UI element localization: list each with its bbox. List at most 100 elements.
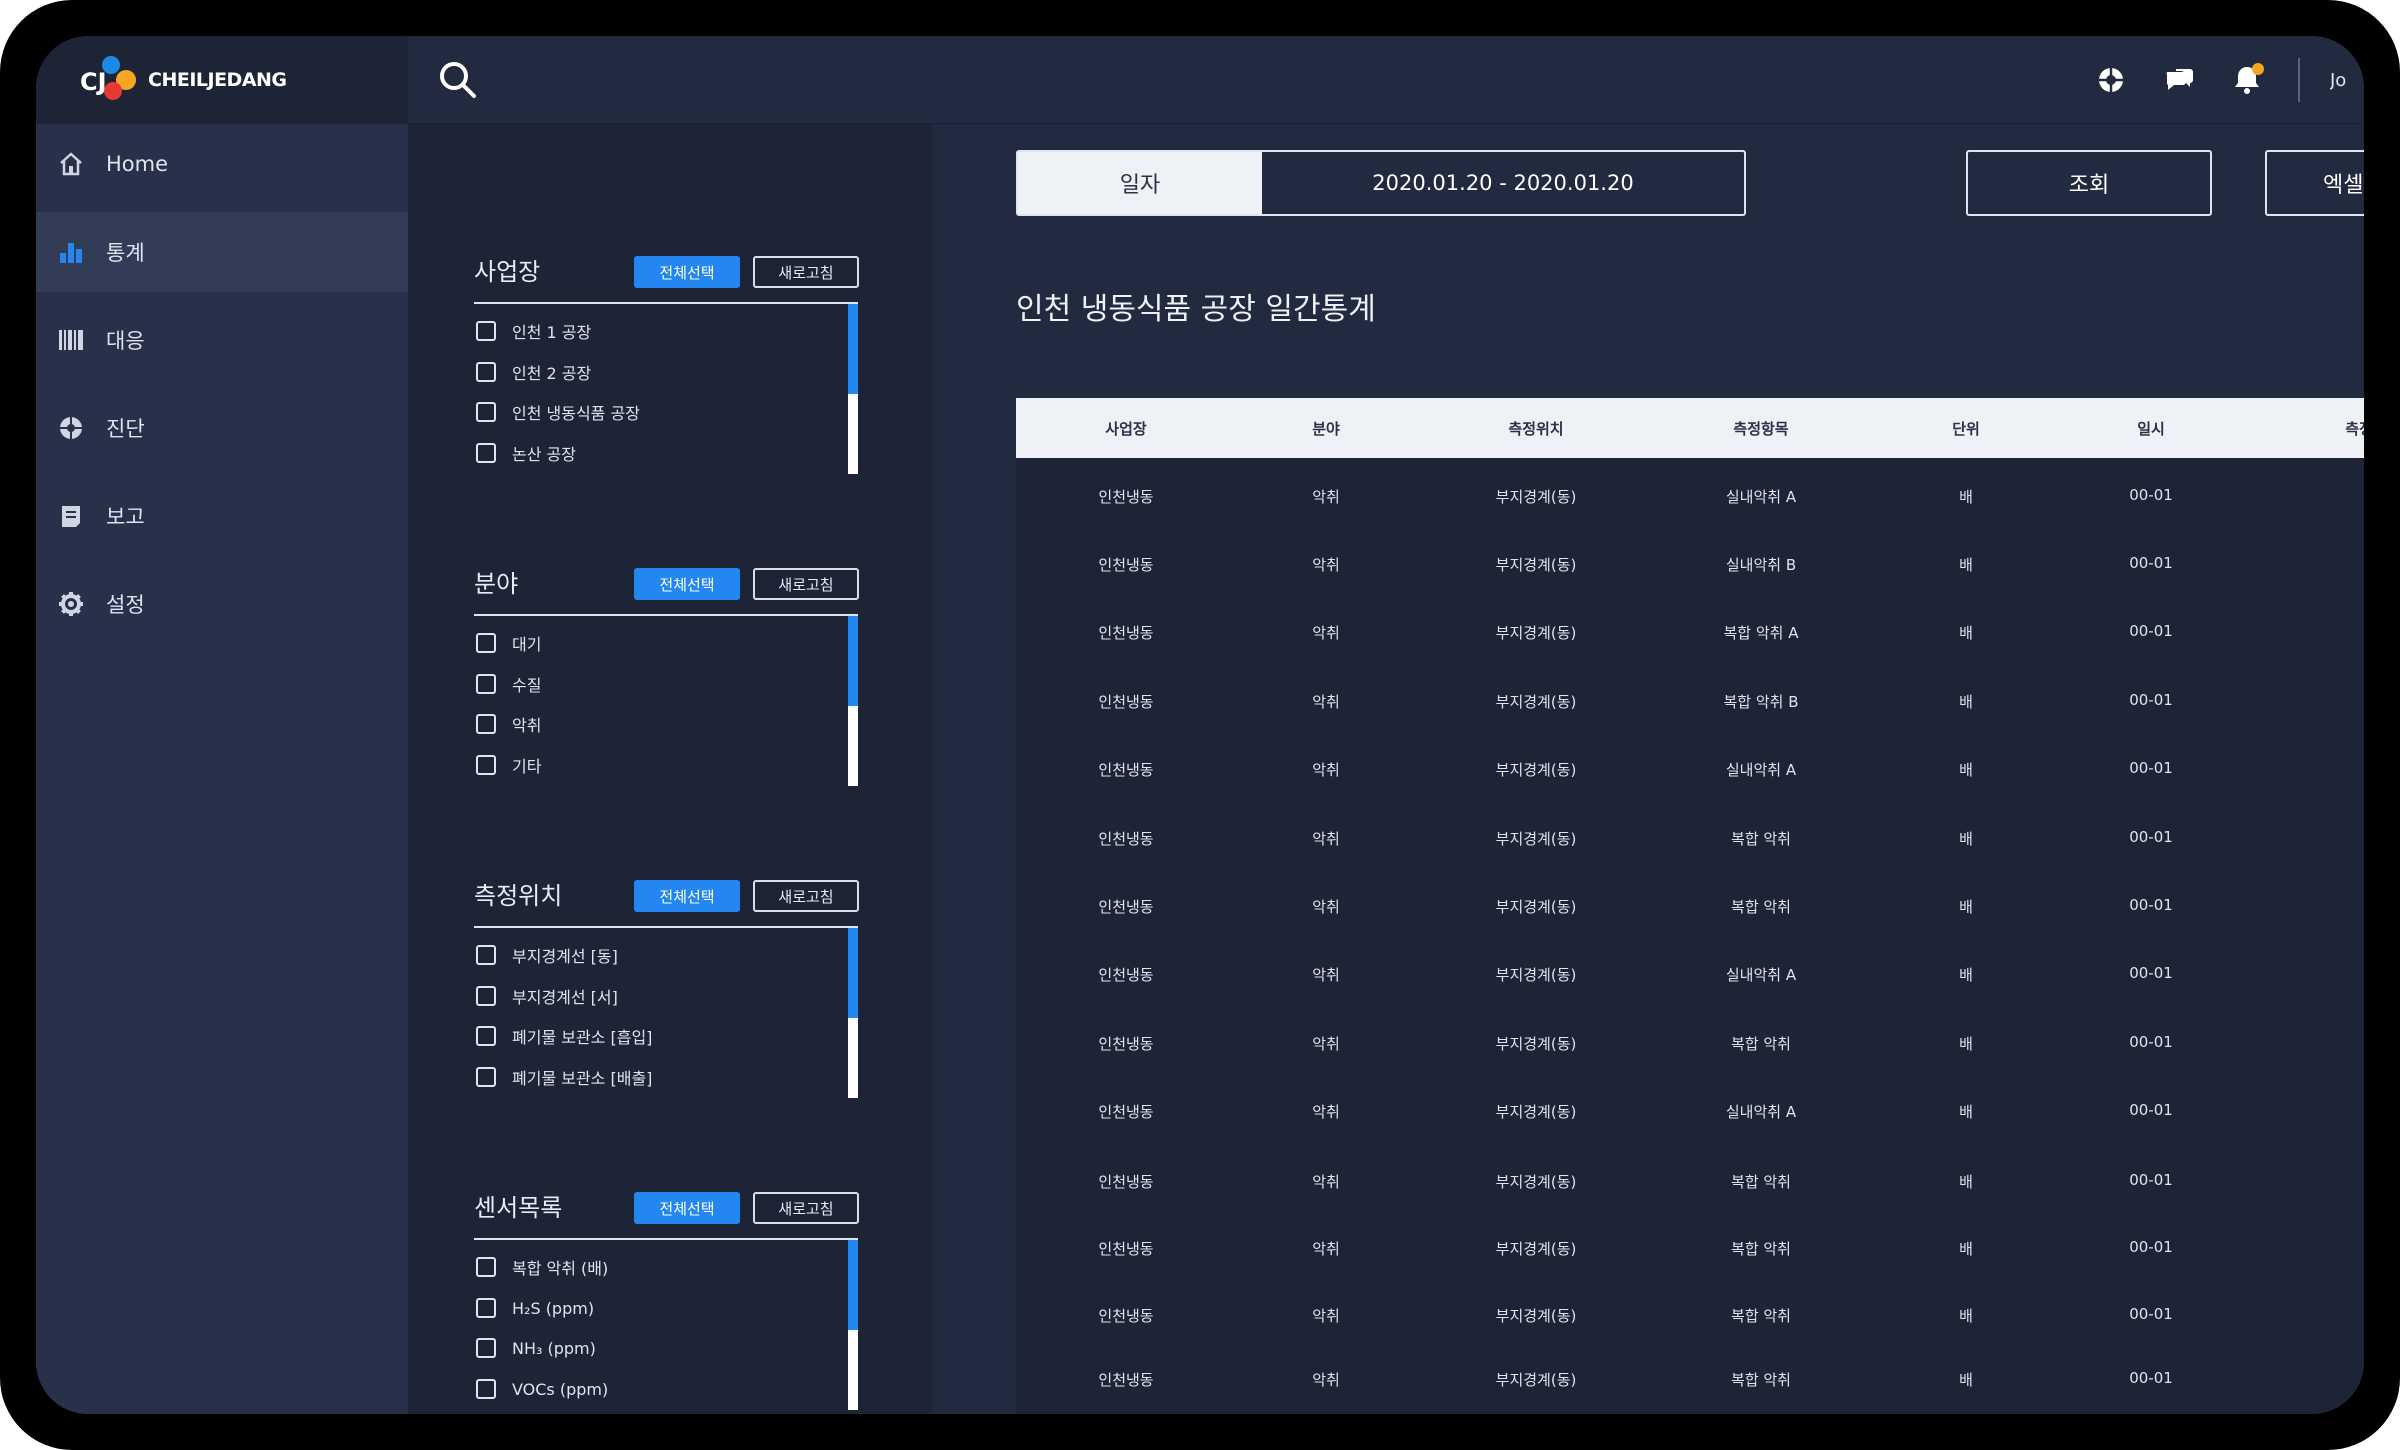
- table-cell: 악취: [1312, 761, 1340, 779]
- filter-option[interactable]: 복합 악취 (배): [476, 1252, 608, 1282]
- logo-dot-orange: [116, 70, 136, 90]
- table-row[interactable]: 인천냉동 악취 부지경계(동) 실내악취 A 배 00-01: [1016, 1097, 2364, 1127]
- user-name[interactable]: Jo: [2330, 69, 2347, 91]
- checkbox[interactable]: [476, 1298, 496, 1318]
- filter-option[interactable]: 수질: [476, 669, 541, 699]
- scroll-thumb[interactable]: [848, 616, 858, 706]
- table-row[interactable]: 인천냉동 악취 부지경계(동) 복합 악취 배 00-01: [1016, 1234, 2364, 1264]
- table-cell: 부지경계(동): [1495, 1173, 1577, 1191]
- checkbox[interactable]: [476, 986, 496, 1006]
- table-cell: 악취: [1312, 488, 1340, 506]
- sidebar-item-report[interactable]: 보고: [36, 476, 408, 556]
- refresh-button[interactable]: 새로고침: [753, 880, 859, 912]
- column-header[interactable]: 사업장: [1105, 420, 1147, 438]
- table-row[interactable]: 인천냉동 악취 부지경계(동) 복합 악취 배 00-01: [1016, 1301, 2364, 1331]
- checkbox[interactable]: [476, 1067, 496, 1087]
- filter-option[interactable]: 악취: [476, 709, 541, 739]
- column-header[interactable]: 분야: [1312, 420, 1340, 438]
- checkbox[interactable]: [476, 755, 496, 775]
- excel-export-button[interactable]: 엑셀: [2265, 150, 2364, 216]
- table-cell: 부지경계(동): [1495, 1307, 1577, 1325]
- sidebar-item-home[interactable]: Home: [36, 124, 408, 204]
- chat-icon[interactable]: [2162, 63, 2196, 97]
- checkbox[interactable]: [476, 1338, 496, 1358]
- filter-option[interactable]: NH₃ (ppm): [476, 1333, 596, 1363]
- select-all-button[interactable]: 전체선택: [634, 880, 740, 912]
- filter-option[interactable]: 폐기물 보관소 [배출]: [476, 1062, 652, 1092]
- checkbox[interactable]: [476, 633, 496, 653]
- checkbox[interactable]: [476, 402, 496, 422]
- table-row[interactable]: 인천냉동 악취 부지경계(동) 복합 악취 배 00-01: [1016, 1365, 2364, 1395]
- filter-scrollbar[interactable]: [848, 616, 858, 786]
- date-range-picker[interactable]: 일자 2020.01.20 - 2020.01.20: [1016, 150, 1746, 216]
- table-cell: 배: [1959, 1240, 1973, 1258]
- query-button[interactable]: 조회: [1966, 150, 2212, 216]
- filter-scrollbar[interactable]: [848, 1240, 858, 1410]
- select-all-button[interactable]: 전체선택: [634, 256, 740, 288]
- table-cell: 인천냉동: [1098, 898, 1154, 916]
- column-header[interactable]: 측정항목: [1733, 420, 1789, 438]
- table-row[interactable]: 인천냉동 악취 부지경계(동) 복합 악취 A 배 00-01: [1016, 618, 2364, 648]
- table-row[interactable]: 인천냉동 악취 부지경계(동) 실내악취 A 배 00-01: [1016, 960, 2364, 990]
- sidebar-item-diagnosis[interactable]: 진단: [36, 388, 408, 468]
- date-range-value[interactable]: 2020.01.20 - 2020.01.20: [1372, 171, 1634, 195]
- filter-option[interactable]: VOCs (ppm): [476, 1374, 608, 1404]
- filter-scrollbar[interactable]: [848, 304, 858, 474]
- filter-option[interactable]: 인천 냉동식품 공장: [476, 397, 640, 427]
- table-cell: 00-01: [2129, 1369, 2173, 1387]
- table-row[interactable]: 인천냉동 악취 부지경계(동) 실내악취 A 배 00-01: [1016, 482, 2364, 512]
- sidebar-item-response[interactable]: 대응: [36, 300, 408, 380]
- scroll-thumb[interactable]: [848, 304, 858, 394]
- table-row[interactable]: 인천냉동 악취 부지경계(동) 복합 악취 배 00-01: [1016, 1029, 2364, 1059]
- filter-option[interactable]: 논산 공장: [476, 438, 576, 468]
- search-icon[interactable]: [434, 56, 482, 104]
- filter-scrollbar[interactable]: [848, 928, 858, 1098]
- column-header[interactable]: 일시: [2137, 420, 2165, 438]
- filter-option[interactable]: 폐기물 보관소 [흡입]: [476, 1021, 652, 1051]
- brand-logo[interactable]: CJ CHEILJEDANG: [36, 36, 408, 124]
- refresh-button[interactable]: 새로고침: [753, 1192, 859, 1224]
- checkbox[interactable]: [476, 945, 496, 965]
- checkbox[interactable]: [476, 1026, 496, 1046]
- column-header[interactable]: 측정값: [2345, 420, 2364, 438]
- table-cell: 부지경계(동): [1495, 1103, 1577, 1121]
- column-header[interactable]: 단위: [1952, 420, 1980, 438]
- sidebar-item-statistics[interactable]: 통계: [36, 212, 408, 292]
- table-row[interactable]: 인천냉동 악취 부지경계(동) 실내악취 A 배 00-01: [1016, 755, 2364, 785]
- refresh-button[interactable]: 새로고침: [753, 568, 859, 600]
- filter-option[interactable]: H₂S (ppm): [476, 1293, 594, 1323]
- notification-button[interactable]: [2230, 63, 2264, 97]
- filter-option[interactable]: 부지경계선 [서]: [476, 981, 618, 1011]
- checkbox[interactable]: [476, 674, 496, 694]
- checkbox[interactable]: [476, 362, 496, 382]
- filter-option[interactable]: 기타: [476, 750, 541, 780]
- checkbox[interactable]: [476, 1257, 496, 1277]
- filter-option-label: 기타: [512, 757, 542, 776]
- table-cell: 00-01: [2129, 1305, 2173, 1323]
- scroll-thumb[interactable]: [848, 1240, 858, 1330]
- checkbox[interactable]: [476, 443, 496, 463]
- checkbox[interactable]: [476, 714, 496, 734]
- checkbox[interactable]: [476, 321, 496, 341]
- table-row[interactable]: 인천냉동 악취 부지경계(동) 복합 악취 B 배 00-01: [1016, 687, 2364, 717]
- filter-option[interactable]: 대기: [476, 628, 541, 658]
- column-header[interactable]: 측정위치: [1508, 420, 1564, 438]
- refresh-button[interactable]: 새로고침: [753, 256, 859, 288]
- select-all-button[interactable]: 전체선택: [634, 1192, 740, 1224]
- table-cell: 실내악취 A: [1725, 761, 1797, 779]
- select-all-button[interactable]: 전체선택: [634, 568, 740, 600]
- sidebar-item-settings[interactable]: 설정: [36, 564, 408, 644]
- checkbox[interactable]: [476, 1379, 496, 1399]
- filter-option[interactable]: 부지경계선 [동]: [476, 940, 618, 970]
- globe-icon[interactable]: [2094, 63, 2128, 97]
- table-row[interactable]: 인천냉동 악취 부지경계(동) 복합 악취 배 00-01: [1016, 892, 2364, 922]
- table-cell: 인천냉동: [1098, 1307, 1154, 1325]
- table-row[interactable]: 인천냉동 악취 부지경계(동) 실내악취 B 배 00-01: [1016, 550, 2364, 580]
- table-row[interactable]: 인천냉동 악취 부지경계(동) 복합 악취 배 00-01: [1016, 824, 2364, 854]
- table-cell: 악취: [1312, 898, 1340, 916]
- filter-option[interactable]: 인천 1 공장: [476, 316, 591, 346]
- table-row[interactable]: 인천냉동 악취 부지경계(동) 복합 악취 배 00-01: [1016, 1167, 2364, 1197]
- sidebar: Home 통계 대응 진단 보고: [36, 124, 408, 1414]
- scroll-thumb[interactable]: [848, 928, 858, 1018]
- filter-option[interactable]: 인천 2 공장: [476, 357, 591, 387]
